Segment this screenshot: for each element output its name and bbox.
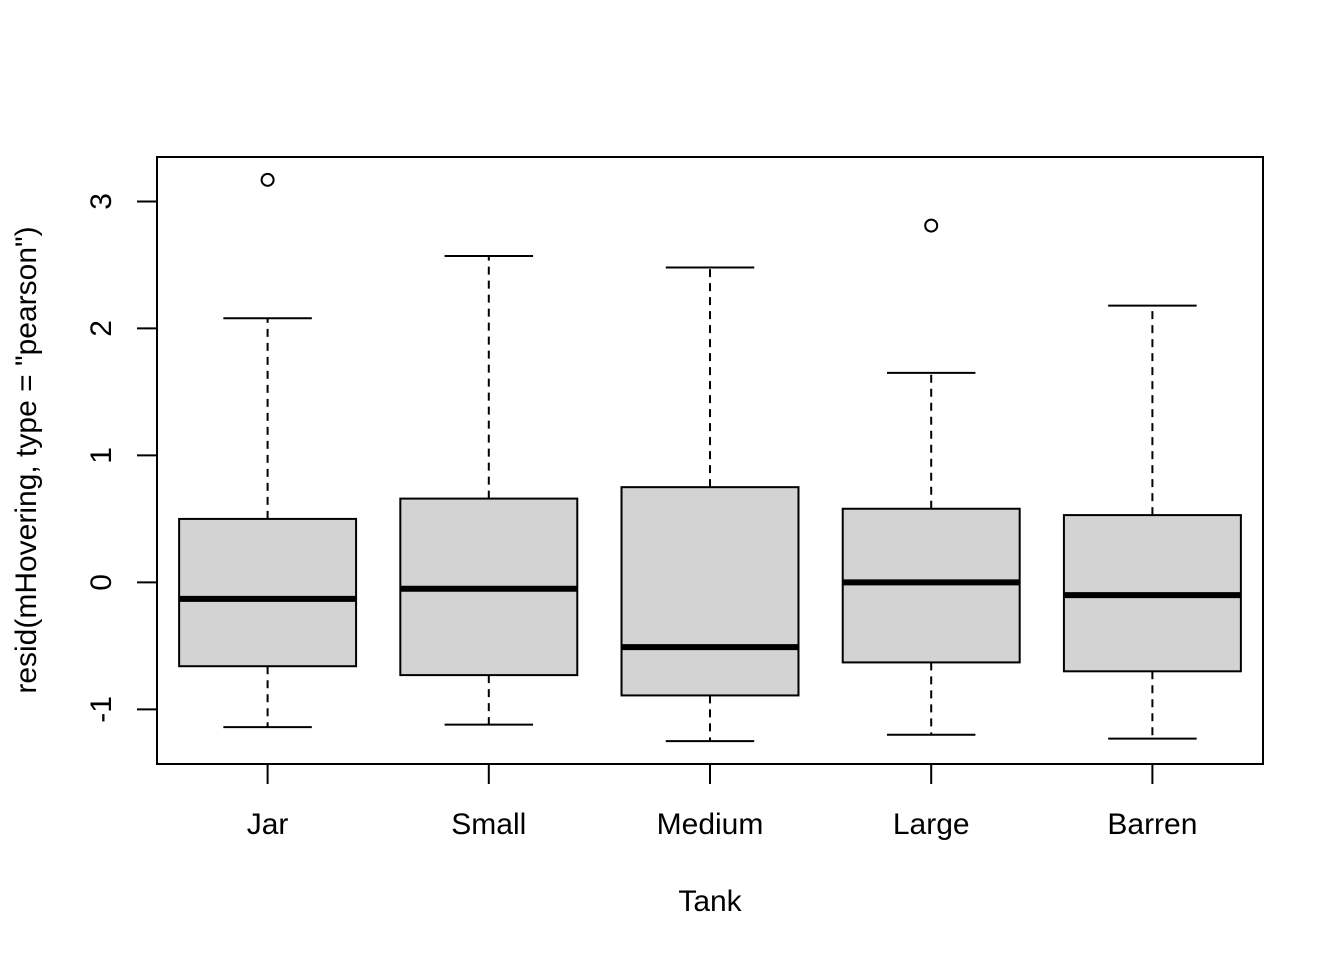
- x-axis-label: Tank: [678, 885, 742, 918]
- x-tick-label-medium: Medium: [657, 808, 764, 841]
- box-medium: [620, 486, 800, 697]
- x-axis: Jar Small Medium Large Barren: [247, 764, 1197, 841]
- y-tick-label: 3: [85, 193, 118, 210]
- outlier-point-large: [924, 218, 939, 233]
- box-jar: [178, 517, 358, 668]
- x-tick-label-barren: Barren: [1107, 808, 1197, 841]
- y-tick-label: 0: [85, 574, 118, 591]
- x-tick-label-jar: Jar: [247, 808, 289, 841]
- y-axis-label: resid(mHovering, type = "pearson"): [10, 226, 43, 693]
- y-axis: -1 0 1 2 3: [85, 193, 158, 723]
- y-tick-label: -1: [85, 696, 118, 723]
- box-group: [178, 172, 1242, 743]
- outlier-point-jar: [260, 172, 275, 187]
- box-large: [841, 507, 1021, 664]
- y-tick-label: 1: [85, 447, 118, 464]
- y-tick-label: 2: [85, 320, 118, 337]
- x-tick-label-small: Small: [451, 808, 526, 841]
- x-tick-label-large: Large: [893, 808, 970, 841]
